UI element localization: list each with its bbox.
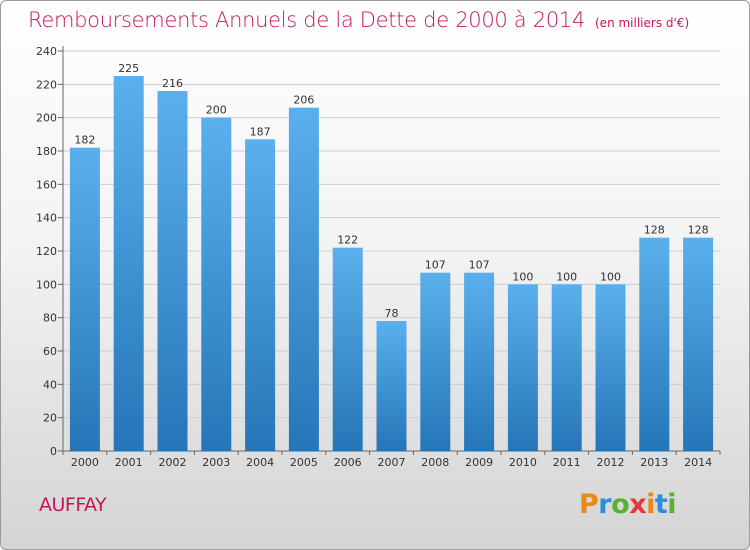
x-tick-label: 2005 xyxy=(290,456,318,469)
chart-unit: (en milliers d'€) xyxy=(595,16,690,30)
y-tick-label: 180 xyxy=(36,145,57,158)
bar xyxy=(201,117,232,452)
y-tick-label: 20 xyxy=(43,412,57,425)
y-tick-label: 200 xyxy=(36,112,57,125)
logo-letter: x xyxy=(629,489,647,520)
data-label: 78 xyxy=(385,307,399,320)
data-label: 100 xyxy=(600,270,621,283)
data-label: 182 xyxy=(74,134,95,147)
bar xyxy=(639,237,670,451)
data-label: 128 xyxy=(644,224,665,237)
x-tick-label: 2006 xyxy=(334,456,362,469)
bars xyxy=(69,76,714,452)
logo-letter: P xyxy=(579,489,599,520)
y-tick-label: 40 xyxy=(43,378,57,391)
data-label: 216 xyxy=(162,77,183,90)
x-tick-label: 2002 xyxy=(159,456,187,469)
logo-letter: r xyxy=(598,489,612,520)
x-tick-label: 2009 xyxy=(465,456,493,469)
data-label: 187 xyxy=(250,125,271,138)
bar xyxy=(245,139,276,452)
y-tick-labels: 0 20 40 60 80 100 120 140 160 180 200 220 240 xyxy=(36,45,57,458)
proxiti-logo: Proxiti xyxy=(579,489,677,520)
bar xyxy=(69,147,100,451)
y-tick-label: 220 xyxy=(36,78,57,91)
data-label: 128 xyxy=(688,224,709,237)
bar xyxy=(551,284,582,451)
x-tick-label: 2004 xyxy=(246,456,274,469)
x-tick-label: 2001 xyxy=(115,456,143,469)
x-tick-label: 2013 xyxy=(640,456,668,469)
data-label: 225 xyxy=(118,62,139,75)
bar xyxy=(376,321,407,451)
data-label: 107 xyxy=(425,259,446,272)
bar xyxy=(683,237,714,451)
bar xyxy=(157,91,188,451)
x-tick-labels: 2000 2001 2002 2003 2004 2005 2006 2007 2008 2009… xyxy=(71,456,712,469)
y-tick-label: 120 xyxy=(36,245,57,258)
logo-letter: o xyxy=(611,489,630,520)
y-tick-label: 160 xyxy=(36,178,57,191)
x-tick-label: 2003 xyxy=(202,456,230,469)
logo-letter: t xyxy=(654,489,668,520)
x-tick-label: 2014 xyxy=(684,456,712,469)
commune-name: AUFFAY xyxy=(39,494,107,516)
chart-title: Remboursements Annuels de la Dette de 20… xyxy=(28,8,585,32)
bar xyxy=(507,284,538,451)
data-labels: 182 225 216 200 187 206 122 78 107 107 100 100 100 12… xyxy=(74,62,708,320)
data-label: 200 xyxy=(206,104,227,117)
bar xyxy=(113,76,144,451)
x-tick-label: 2011 xyxy=(553,456,581,469)
bar xyxy=(595,284,626,451)
data-label: 122 xyxy=(337,234,358,247)
bar xyxy=(464,272,495,451)
x-tick-label: 2000 xyxy=(71,456,99,469)
chart-title-block: Remboursements Annuels de la Dette de 20… xyxy=(28,8,689,32)
logo-letter: i xyxy=(646,489,655,520)
data-label: 107 xyxy=(469,259,490,272)
bar xyxy=(332,247,363,451)
y-tick-label: 140 xyxy=(36,212,57,225)
y-tick-label: 240 xyxy=(36,45,57,58)
bar xyxy=(420,272,451,451)
y-tick-label: 80 xyxy=(43,312,57,325)
y-tick-label: 60 xyxy=(43,345,57,358)
x-tick-label: 2008 xyxy=(421,456,449,469)
x-tick-label: 2007 xyxy=(378,456,406,469)
y-tick-label: 0 xyxy=(50,445,57,458)
data-label: 100 xyxy=(512,270,533,283)
data-label: 206 xyxy=(293,94,314,107)
bar xyxy=(288,107,319,452)
data-label: 100 xyxy=(556,270,577,283)
x-tick-label: 2010 xyxy=(509,456,537,469)
x-tick-label: 2012 xyxy=(597,456,625,469)
logo-letter: i xyxy=(667,489,677,520)
y-tick-label: 100 xyxy=(36,278,57,291)
